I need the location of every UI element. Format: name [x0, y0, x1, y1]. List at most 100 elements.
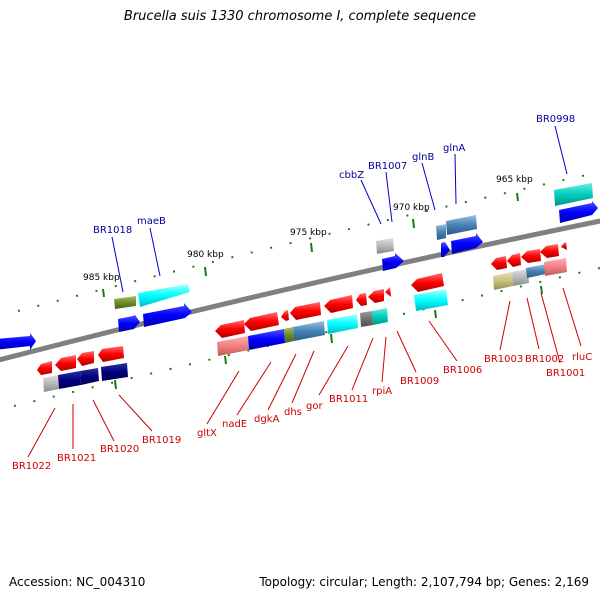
gene-feature[interactable]: [244, 312, 279, 331]
gene-feature[interactable]: [382, 253, 404, 271]
callout-line: [118, 394, 153, 432]
gene-feature[interactable]: [554, 183, 593, 206]
gene-label[interactable]: BR1021: [57, 453, 96, 464]
gene-feature[interactable]: [526, 264, 546, 278]
gene-feature[interactable]: [114, 296, 136, 309]
gene-label[interactable]: rpiA: [372, 386, 392, 397]
gene-feature[interactable]: [356, 293, 367, 306]
callout-line: [454, 153, 457, 205]
gene-label[interactable]: BR1009: [400, 376, 439, 387]
gene-label[interactable]: rluC: [572, 352, 592, 363]
scale-label: 970 kbp: [393, 203, 430, 213]
gene-label[interactable]: BR1003: [484, 354, 523, 365]
gene-label[interactable]: gor: [306, 401, 323, 412]
gene-feature[interactable]: [37, 361, 52, 375]
kbp-tick: [412, 218, 415, 229]
sequence-summary: Topology: circular; Length: 2,107,794 bp…: [259, 575, 589, 589]
gene-feature[interactable]: [217, 336, 249, 356]
gene-label[interactable]: dgkA: [254, 414, 279, 425]
gene-label[interactable]: BR1006: [443, 365, 482, 376]
gene-label[interactable]: dhs: [284, 407, 302, 418]
gene-feature[interactable]: [55, 355, 76, 371]
gene-label[interactable]: BR1002: [525, 354, 564, 365]
gene-feature[interactable]: [281, 310, 289, 321]
gene-feature[interactable]: [561, 242, 567, 250]
scale-label: 975 kbp: [290, 228, 327, 238]
callout-line: [562, 287, 582, 347]
gene-feature[interactable]: [293, 321, 325, 341]
gene-label[interactable]: maeB: [137, 216, 166, 227]
kbp-tick: [224, 355, 227, 365]
gene-feature[interactable]: [143, 303, 192, 327]
gene-feature[interactable]: [512, 269, 529, 286]
gene-feature[interactable]: [441, 242, 450, 257]
kbp-tick: [330, 333, 333, 344]
gene-label[interactable]: BR1011: [329, 394, 368, 405]
gene-label[interactable]: BR1007: [368, 161, 407, 172]
gene-feature[interactable]: [118, 315, 140, 332]
callout-line: [381, 336, 387, 383]
gene-feature[interactable]: [436, 224, 446, 240]
gene-feature[interactable]: [327, 314, 358, 334]
gene-feature[interactable]: [58, 371, 81, 389]
reverse-strand-features: [37, 242, 567, 392]
callout-line: [291, 350, 315, 404]
gene-feature[interactable]: [98, 346, 124, 362]
gene-label[interactable]: glnB: [412, 152, 434, 163]
gene-feature[interactable]: [451, 233, 483, 254]
gene-label[interactable]: BR1020: [100, 444, 139, 455]
gene-label[interactable]: glnA: [443, 143, 465, 154]
gene-feature[interactable]: [559, 201, 598, 223]
gene-label[interactable]: BR1022: [12, 461, 51, 472]
gene-feature[interactable]: [544, 258, 567, 276]
gene-label[interactable]: BR0998: [536, 114, 575, 125]
callout-line: [206, 370, 240, 425]
gene-feature[interactable]: [138, 284, 190, 307]
gene-label[interactable]: cbbZ: [339, 170, 364, 181]
scale-track-inner: [13, 267, 600, 407]
kbp-tick: [310, 242, 313, 253]
gene-feature[interactable]: [368, 289, 384, 303]
gene-feature[interactable]: [80, 368, 99, 385]
gene-feature[interactable]: [101, 363, 128, 381]
gene-feature[interactable]: [493, 272, 513, 290]
forward-strand-features: [0, 183, 598, 350]
gene-feature[interactable]: [215, 320, 245, 338]
scale-label: 965 kbp: [496, 175, 533, 185]
gene-label[interactable]: BR1019: [142, 435, 181, 446]
gene-feature[interactable]: [284, 327, 294, 343]
kbp-tick: [540, 285, 543, 295]
gene-feature[interactable]: [491, 256, 507, 270]
gene-feature[interactable]: [372, 308, 388, 325]
gene-feature[interactable]: [360, 311, 373, 327]
gene-feature[interactable]: [376, 238, 394, 254]
kbp-tick: [102, 288, 105, 298]
callout-line: [318, 345, 349, 396]
gene-feature[interactable]: [446, 215, 477, 235]
genome-backbone: [0, 218, 600, 363]
gene-label[interactable]: gltX: [197, 428, 217, 439]
map-title: Brucella suis 1330 chromosome I, complet…: [123, 9, 477, 24]
gene-feature[interactable]: [540, 244, 559, 258]
gene-feature[interactable]: [411, 273, 444, 292]
gene-label[interactable]: BR1001: [546, 368, 585, 379]
accession-label: Accession: NC_004310: [9, 575, 146, 589]
callout-line: [111, 236, 124, 293]
gene-feature[interactable]: [507, 253, 521, 267]
callout-line: [428, 320, 458, 362]
gene-feature[interactable]: [414, 289, 448, 311]
callout-line: [385, 171, 393, 223]
gene-feature[interactable]: [0, 333, 36, 350]
gene-feature[interactable]: [385, 287, 391, 297]
gene-label[interactable]: BR1018: [93, 225, 132, 236]
gene-feature[interactable]: [248, 329, 285, 350]
scale-label: 980 kbp: [187, 250, 224, 260]
gene-feature[interactable]: [43, 375, 59, 392]
gene-feature[interactable]: [290, 302, 321, 320]
gene-feature[interactable]: [324, 295, 353, 313]
gene-label[interactable]: nadE: [222, 419, 247, 430]
gene-feature[interactable]: [77, 351, 94, 366]
gene-feature[interactable]: [521, 249, 541, 263]
kbp-tick: [434, 309, 437, 319]
